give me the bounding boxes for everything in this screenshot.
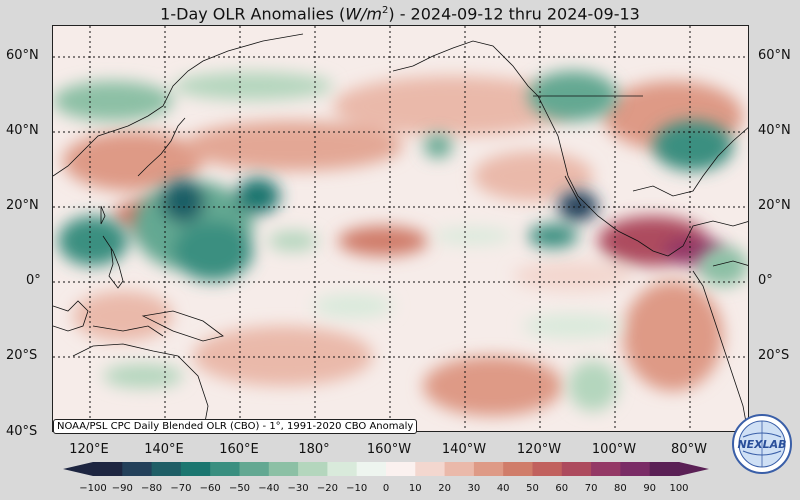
colorbar-tick-label: 60 — [555, 483, 569, 494]
logo-text: NEXLAB — [737, 438, 786, 451]
colorbar-right-tip — [679, 462, 709, 476]
colorbar-tick-label: −50 — [228, 483, 251, 494]
lat-label-left-20s: 20°S — [6, 348, 38, 363]
colorbar-cell — [356, 462, 387, 476]
colorbar-tick-label: 0 — [382, 483, 390, 494]
colorbar-tick-label: 50 — [526, 483, 539, 494]
lat-label-right-60n: 60°N — [758, 48, 791, 63]
lat-label-left-40n: 40°N — [6, 123, 39, 138]
lon-label-140e: 140°E — [144, 442, 184, 457]
lat-label-left-20n: 20°N — [6, 198, 39, 213]
nexlab-logo: NEXLAB — [732, 414, 792, 474]
colorbar-cell — [93, 462, 123, 476]
lon-label-80w: 80°W — [671, 442, 707, 457]
lat-label-left-40s: 40°S — [6, 424, 38, 439]
colorbar-cell — [122, 462, 153, 476]
lat-label-right-20n: 20°N — [758, 198, 791, 213]
colorbar-tick-label: −100 — [79, 483, 107, 494]
colorbar-tick-label: 10 — [408, 483, 422, 494]
colorbar-tick-label: −20 — [316, 483, 338, 494]
colorbar — [63, 462, 709, 476]
colorbar-tick-label: 100 — [669, 483, 689, 494]
colorbar-tick-label: −90 — [111, 483, 133, 494]
colorbar-cell — [591, 462, 621, 476]
lon-label-120w: 120°W — [516, 442, 562, 457]
colorbar-tick-label: 30 — [467, 483, 481, 494]
lon-label-140w: 140°W — [441, 442, 487, 457]
colorbar-tick-label: −80 — [141, 483, 163, 494]
colorbar-tick-label: −10 — [346, 483, 368, 494]
colorbar-cell — [415, 462, 446, 476]
positive-anomaly-regions — [63, 76, 743, 416]
colorbar-tick-label: −30 — [287, 483, 309, 494]
negative-anomaly-regions — [53, 71, 748, 411]
colorbar-tick-label: −70 — [170, 483, 192, 494]
colorbar-cell — [151, 462, 182, 476]
colorbar-cell — [239, 462, 270, 476]
colorbar-cell — [473, 462, 504, 476]
lat-label-right-20s: 20°S — [758, 348, 790, 363]
lat-lon-grid — [53, 26, 748, 431]
lon-label-100w: 100°W — [591, 442, 637, 457]
coastlines — [53, 33, 748, 431]
colorbar-cell — [386, 462, 416, 476]
lon-label-160e: 160°E — [219, 442, 259, 457]
colorbar-cell — [268, 462, 299, 476]
lat-label-left-60n: 60°N — [6, 48, 39, 63]
map-title: 1-Day OLR Anomalies (W/m2) - 2024-09-12 … — [160, 4, 640, 24]
colorbar-cell — [210, 462, 240, 476]
colorbar-tick-label: 20 — [438, 483, 451, 494]
lat-label-left-equator: 0° — [26, 273, 41, 288]
colorbar-cells — [93, 462, 680, 476]
colorbar-cell — [649, 462, 680, 476]
colorbar-tick-label: 90 — [643, 483, 657, 494]
colorbar-cell — [298, 462, 328, 476]
map-panel — [52, 25, 749, 432]
olr-anomaly-map — [53, 26, 748, 431]
lon-label-180: 180° — [298, 442, 330, 457]
data-source-note: NOAA/PSL CPC Daily Blended OLR (CBO) - 1… — [53, 419, 418, 434]
colorbar-cell — [532, 462, 563, 476]
lon-label-160w: 160°W — [366, 442, 412, 457]
colorbar-tick-label: −60 — [199, 483, 221, 494]
colorbar-cell — [503, 462, 533, 476]
colorbar-cell — [620, 462, 651, 476]
lon-label-120e: 120°E — [69, 442, 109, 457]
colorbar-cell — [327, 462, 358, 476]
colorbar-tick-label: −40 — [258, 483, 280, 494]
colorbar-cell — [561, 462, 592, 476]
colorbar-cell — [444, 462, 475, 476]
lat-label-right-equator: 0° — [758, 273, 773, 288]
colorbar-tick-label: 80 — [614, 483, 627, 494]
colorbar-tick-label: 40 — [496, 483, 510, 494]
lat-label-right-40n: 40°N — [758, 123, 791, 138]
colorbar-tick-label: 70 — [584, 483, 598, 494]
colorbar-cell — [180, 462, 211, 476]
colorbar-left-tip — [63, 462, 93, 476]
